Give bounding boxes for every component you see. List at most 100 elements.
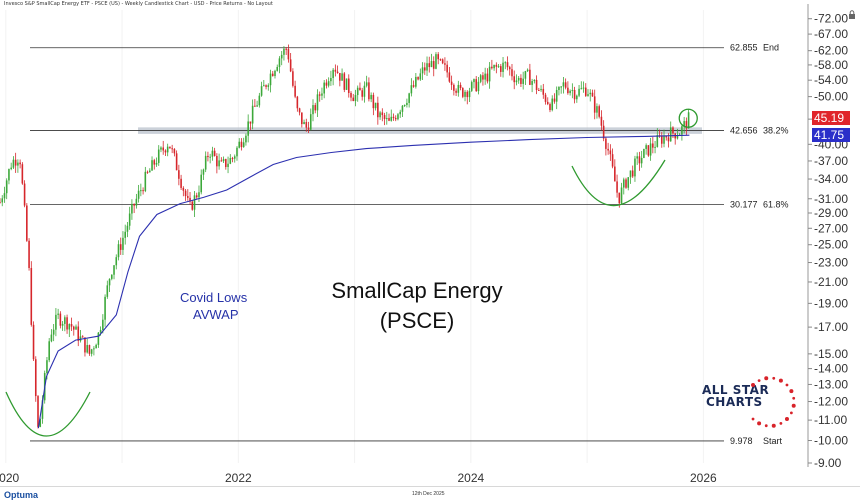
fib-level-value: 9.978 bbox=[730, 436, 753, 446]
candle-body bbox=[79, 336, 82, 341]
logo-star bbox=[751, 417, 755, 421]
logo-line2: CHARTS bbox=[706, 395, 763, 409]
candle-body bbox=[269, 73, 272, 86]
logo-star bbox=[784, 416, 789, 421]
candle-body bbox=[81, 336, 84, 338]
candle-body bbox=[334, 69, 337, 72]
y-tick-label: -67.00 bbox=[814, 27, 848, 41]
candle-body bbox=[278, 58, 281, 68]
fib-level-tag: End bbox=[763, 43, 779, 53]
candle-body bbox=[437, 54, 440, 60]
y-tick-label: -9.00 bbox=[814, 456, 842, 470]
candle-body bbox=[385, 118, 388, 120]
y-tick-label: -58.00 bbox=[814, 58, 848, 72]
candle-body bbox=[14, 159, 17, 166]
candle-body bbox=[189, 197, 191, 202]
candle-body bbox=[381, 112, 384, 116]
candle-body bbox=[330, 78, 332, 82]
candle-body bbox=[553, 98, 556, 102]
candle-body bbox=[110, 274, 113, 279]
candle-body bbox=[578, 88, 580, 96]
chart-subtitle: (PSCE) bbox=[379, 308, 455, 333]
candle-body bbox=[347, 78, 350, 93]
price-chart[interactable]: 62.855 End 42.656 38.2% 30.177 61.8% 9.978 Star… bbox=[0, 0, 860, 486]
candle-body bbox=[46, 360, 48, 374]
candle-body bbox=[589, 92, 592, 95]
y-tick-label: -31.00 bbox=[814, 192, 848, 206]
candle-body bbox=[202, 169, 205, 175]
candle-body bbox=[222, 159, 225, 162]
y-tick-label: -29.00 bbox=[814, 206, 848, 220]
logo-star bbox=[764, 424, 768, 428]
candle-body bbox=[198, 192, 200, 198]
candle-body bbox=[162, 147, 165, 151]
candle-body bbox=[631, 170, 634, 177]
covid-low-arc bbox=[5, 391, 91, 437]
candle-body bbox=[305, 122, 308, 128]
candle-body bbox=[50, 334, 53, 342]
candle-body bbox=[491, 66, 493, 69]
candle-body bbox=[327, 81, 330, 86]
candle-body bbox=[495, 64, 498, 67]
candle-body bbox=[157, 149, 160, 163]
candle-body bbox=[256, 105, 258, 107]
candle-body bbox=[609, 150, 612, 155]
candle-body bbox=[180, 178, 182, 188]
candle-body bbox=[5, 180, 8, 194]
candle-body bbox=[204, 155, 207, 170]
y-tick-label: -54.00 bbox=[814, 73, 848, 87]
candle-body bbox=[473, 79, 475, 83]
candle-body bbox=[3, 193, 6, 199]
lock-icon[interactable] bbox=[848, 10, 856, 19]
y-tick-label: -14.00 bbox=[814, 362, 848, 376]
candle-body bbox=[683, 121, 685, 127]
candle-body bbox=[195, 195, 198, 198]
candle-body bbox=[636, 156, 638, 159]
candle-body bbox=[229, 158, 232, 164]
logo-star bbox=[757, 379, 761, 383]
candle-body bbox=[660, 136, 663, 144]
candle-body bbox=[365, 82, 368, 86]
candle-body bbox=[596, 106, 598, 113]
candle-body bbox=[104, 296, 106, 320]
candle-body bbox=[34, 359, 37, 397]
candle-body bbox=[271, 73, 274, 77]
candle-body bbox=[173, 148, 176, 154]
candle-body bbox=[687, 112, 690, 129]
candle-body bbox=[52, 329, 55, 335]
candle-body bbox=[526, 69, 529, 72]
candle-body bbox=[258, 95, 261, 106]
y-tick-label: -21.00 bbox=[814, 275, 848, 289]
candle-body bbox=[569, 90, 571, 94]
candle-body bbox=[86, 345, 88, 353]
candle-body bbox=[153, 160, 156, 165]
candle-body bbox=[66, 317, 68, 330]
logo-star bbox=[764, 376, 769, 381]
candle-body bbox=[309, 114, 312, 130]
candle-body bbox=[611, 154, 614, 167]
candle-body bbox=[251, 105, 254, 124]
candle-body bbox=[90, 349, 93, 354]
y-tick-label: -50.00 bbox=[814, 90, 848, 104]
candle-body bbox=[576, 95, 578, 100]
candle-body bbox=[562, 82, 565, 87]
candle-body bbox=[681, 126, 683, 135]
fib-level-value: 62.855 bbox=[730, 43, 758, 53]
candle-body bbox=[211, 150, 214, 157]
logo-line1: ALL STAR bbox=[702, 383, 770, 397]
candle-body bbox=[37, 396, 39, 427]
candle-body bbox=[303, 122, 305, 125]
candle-body bbox=[184, 190, 187, 197]
candle-body bbox=[656, 135, 659, 147]
candle-body bbox=[26, 205, 28, 241]
candle-body bbox=[605, 138, 607, 149]
candle-body bbox=[580, 88, 583, 90]
candle-body bbox=[213, 150, 216, 156]
y-tick-label: -72.00 bbox=[814, 12, 848, 26]
candle-body bbox=[482, 75, 484, 80]
candle-body bbox=[667, 137, 670, 142]
y-tick-label: -10.00 bbox=[814, 433, 848, 447]
candle-body bbox=[625, 179, 627, 188]
candle-body bbox=[247, 121, 249, 136]
candle-body bbox=[587, 94, 589, 96]
